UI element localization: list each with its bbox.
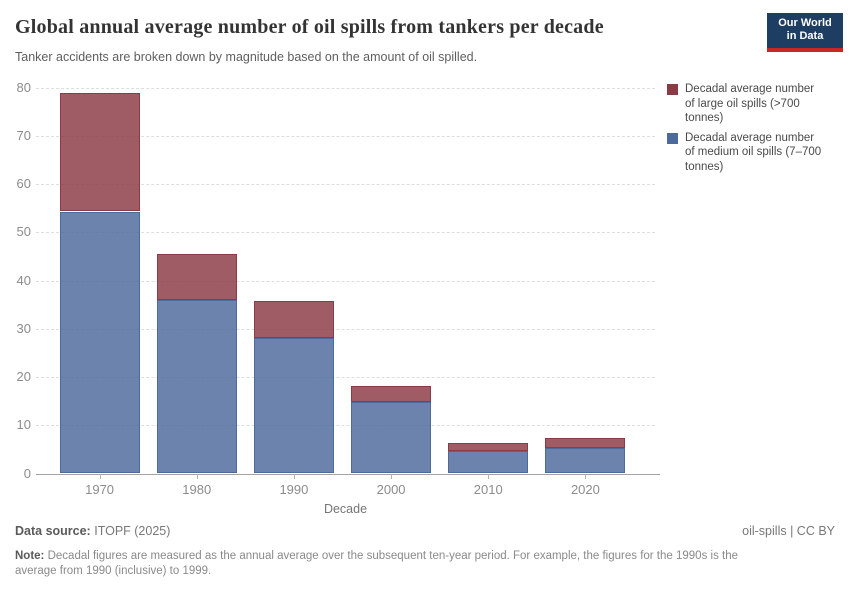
bar-1980-medium-oil-spills[interactable] (156, 299, 237, 474)
x-axis-line (36, 473, 660, 475)
y-tick-label-20: 20 (16, 369, 31, 384)
y-tick-label-0: 0 (23, 465, 31, 481)
gridline-10 (36, 425, 655, 427)
x-axis-title: Decade (323, 501, 368, 516)
bar-2000-medium-oil-spills[interactable] (351, 401, 432, 474)
bar-1990-medium-oil-spills[interactable] (253, 337, 334, 474)
gridline-50 (36, 232, 655, 234)
legend: Decadal average number of large oil spil… (667, 82, 847, 179)
y-tick-label-10: 10 (16, 417, 31, 433)
gridline-20 (36, 377, 655, 378)
bar-1990-large-oil-spills[interactable] (253, 300, 334, 338)
gridline-60 (36, 184, 655, 185)
x-tick-1990 (293, 473, 295, 479)
bar-1970-medium-oil-spills[interactable] (59, 211, 140, 474)
footer-source-row: Data source: ITOPF (2025) oil-spills | C… (15, 524, 835, 538)
x-tick-label-1990: 1990 (279, 481, 309, 497)
y-tick-label-30: 30 (16, 320, 31, 336)
footer-note: Note: Decadal figures are measured as th… (15, 549, 750, 579)
x-tick-label-2010: 2010 (473, 481, 503, 497)
x-tick-label-1980: 1980 (182, 481, 212, 497)
x-tick-label-2000: 2000 (376, 481, 406, 497)
x-tick-1980 (196, 473, 198, 479)
x-tick-1970 (99, 473, 101, 479)
x-tick-2020 (585, 473, 587, 479)
legend-swatch-large-oil-spills (667, 84, 678, 95)
license-text: oil-spills | CC BY (742, 524, 835, 538)
data-source-value: ITOPF (2025) (94, 524, 171, 538)
data-source: Data source: ITOPF (2025) (15, 524, 170, 538)
y-tick-label-80: 80 (16, 79, 31, 95)
gridline-40 (36, 280, 655, 282)
note-text: Decadal figures are measured as the annu… (15, 550, 739, 577)
bar-2000-large-oil-spills[interactable] (351, 386, 432, 402)
bar-2010-large-oil-spills[interactable] (448, 442, 529, 452)
y-tick-label-50: 50 (16, 224, 31, 240)
x-tick-2010 (488, 473, 490, 479)
legend-label-large-oil-spills: Decadal average number of large oil spil… (685, 83, 815, 124)
bar-1980-large-oil-spills[interactable] (156, 254, 237, 300)
legend-item-large-oil-spills: Decadal average number of large oil spil… (667, 82, 847, 126)
legend-label-medium-oil-spills: Decadal average number of medium oil spi… (685, 131, 822, 173)
logo-line-1: Our World (778, 17, 832, 29)
bar-2020-large-oil-spills[interactable] (545, 437, 626, 449)
chart-title: Global annual average number of oil spil… (15, 16, 604, 38)
gridline-30 (36, 328, 655, 330)
owid-logo: Our World in Data (767, 13, 843, 52)
bar-2010-medium-oil-spills[interactable] (448, 451, 529, 474)
y-tick-label-40: 40 (16, 272, 31, 288)
note-label: Note: (15, 550, 45, 562)
bar-1970-large-oil-spills[interactable] (59, 93, 140, 212)
legend-swatch-medium-oil-spills (667, 132, 678, 144)
legend-item-medium-oil-spills: Decadal average number of medium oil spi… (667, 131, 847, 175)
logo-line-2: in Data (786, 30, 824, 42)
y-tick-label-60: 60 (16, 176, 31, 191)
chart-subtitle: Tanker accidents are broken down by magn… (15, 50, 478, 64)
x-tick-label-1970: 1970 (85, 481, 115, 497)
x-tick-label-2020: 2020 (570, 481, 600, 497)
y-tick-label-70: 70 (16, 127, 31, 143)
gridline-80 (36, 87, 655, 89)
data-source-label: Data source: (15, 524, 91, 538)
gridline-70 (36, 135, 655, 137)
x-tick-2000 (391, 473, 393, 479)
bar-2020-medium-oil-spills[interactable] (545, 448, 626, 474)
